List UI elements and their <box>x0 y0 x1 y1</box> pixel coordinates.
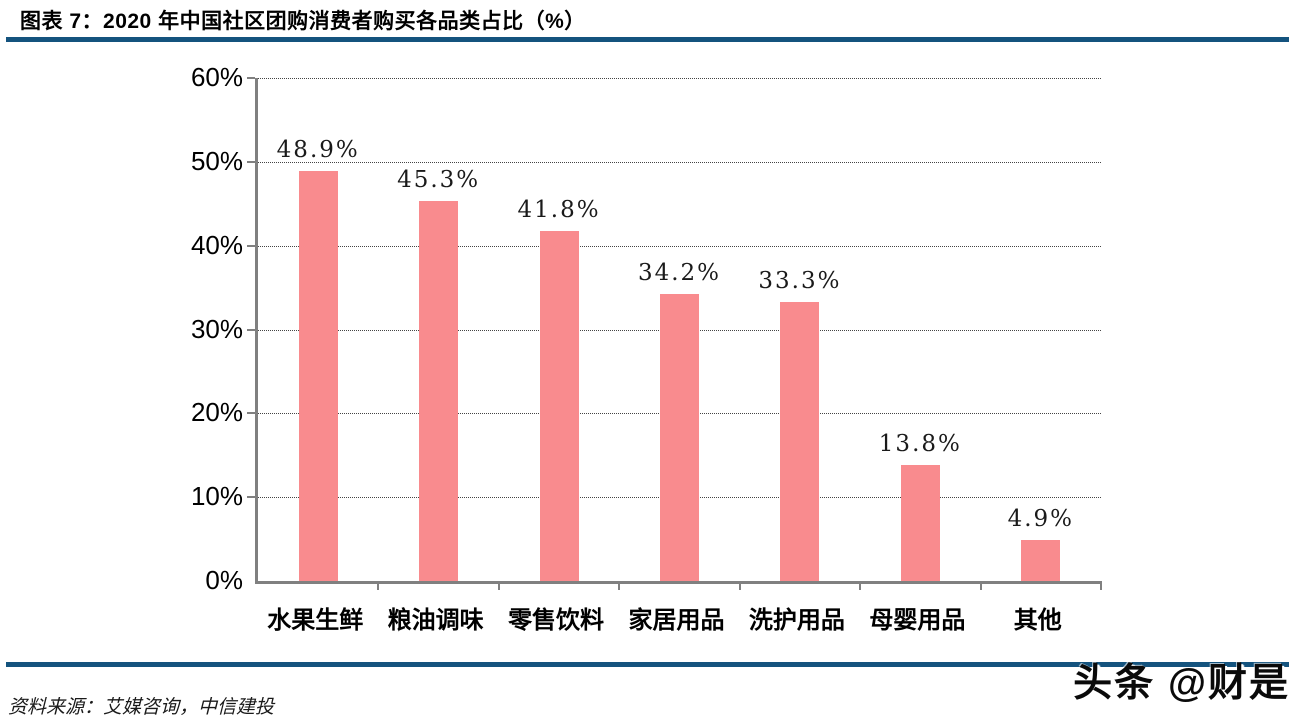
x-axis-tick-7 <box>1100 581 1102 590</box>
x-category-label-水果生鲜: 水果生鲜 <box>267 607 364 634</box>
x-category-label-其他: 其他 <box>1013 607 1062 634</box>
gridline-50 <box>258 161 1101 163</box>
x-category-label-母婴用品: 母婴用品 <box>869 607 966 634</box>
x-axis-tick-2 <box>497 581 500 590</box>
y-tick-label-40%: 40% <box>190 229 243 260</box>
bar-value-label-粮油调味: 45.3% <box>397 167 481 194</box>
bar-value-label-母婴用品: 13.8% <box>878 431 962 458</box>
y-tick-label-0%: 0% <box>205 565 243 595</box>
bar-value-label-洗护用品: 33.3% <box>758 267 842 294</box>
gridline-40 <box>258 245 1101 247</box>
bar-粮油调味 <box>419 201 459 581</box>
y-axis-tick-60 <box>247 77 255 79</box>
bar-chart: 48.9% 45.3% 41.8% 34.2% 33.3% 13.8% 4.9% 0% 10%… <box>190 62 1102 634</box>
bar-其他 <box>1021 539 1061 581</box>
watermark: 头条 @财是 <box>1073 662 1290 705</box>
bar-value-label-家居用品: 34.2% <box>637 260 722 287</box>
y-axis-tick-30 <box>247 328 255 331</box>
x-category-label-洗护用品: 洗护用品 <box>748 607 845 634</box>
x-axis-tick-4 <box>738 581 741 590</box>
footer-divider-line <box>6 662 1289 667</box>
source-note: 资料来源：艾媒咨询，中信建投 <box>8 696 275 718</box>
x-category-label-零售饮料: 零售饮料 <box>508 607 605 634</box>
y-tick-label-30%: 30% <box>190 313 243 344</box>
bar-value-label-其他: 4.9% <box>1007 505 1074 532</box>
bar-零售饮料 <box>539 230 579 581</box>
y-tick-label-20%: 20% <box>190 397 243 428</box>
bar-value-label-零售饮料: 41.8% <box>517 196 601 223</box>
bar-value-label-水果生鲜: 48.9% <box>276 137 360 164</box>
bar-母婴用品 <box>900 465 940 581</box>
y-tick-label-10%: 10% <box>190 481 243 512</box>
y-axis-tick-20 <box>247 412 255 415</box>
bar-家居用品 <box>660 294 699 581</box>
bar-洗护用品 <box>780 301 820 581</box>
bar-水果生鲜 <box>298 171 338 581</box>
x-category-label-粮油调味: 粮油调味 <box>387 607 484 634</box>
x-axis-tick-3 <box>618 581 621 590</box>
y-tick-label-50%: 50% <box>190 145 243 176</box>
y-axis-tick-50 <box>247 160 255 163</box>
gridline-60 <box>258 78 1101 79</box>
x-category-label-家居用品: 家居用品 <box>628 607 725 634</box>
title-divider-line <box>6 37 1289 42</box>
x-axis-tick-5 <box>859 581 862 590</box>
y-axis-tick-40 <box>247 244 255 247</box>
y-axis-tick-10 <box>247 496 255 499</box>
y-tick-label-60%: 60% <box>190 62 243 92</box>
x-axis-tick-6 <box>979 581 982 590</box>
plot-area: 48.9% 45.3% 41.8% 34.2% 33.3% 13.8% 4.9% <box>247 77 1102 590</box>
x-axis-tick-1 <box>377 581 380 590</box>
chart-title: 图表 7：2020 年中国社区团购消费者购买各品类占比（%） <box>20 10 586 33</box>
